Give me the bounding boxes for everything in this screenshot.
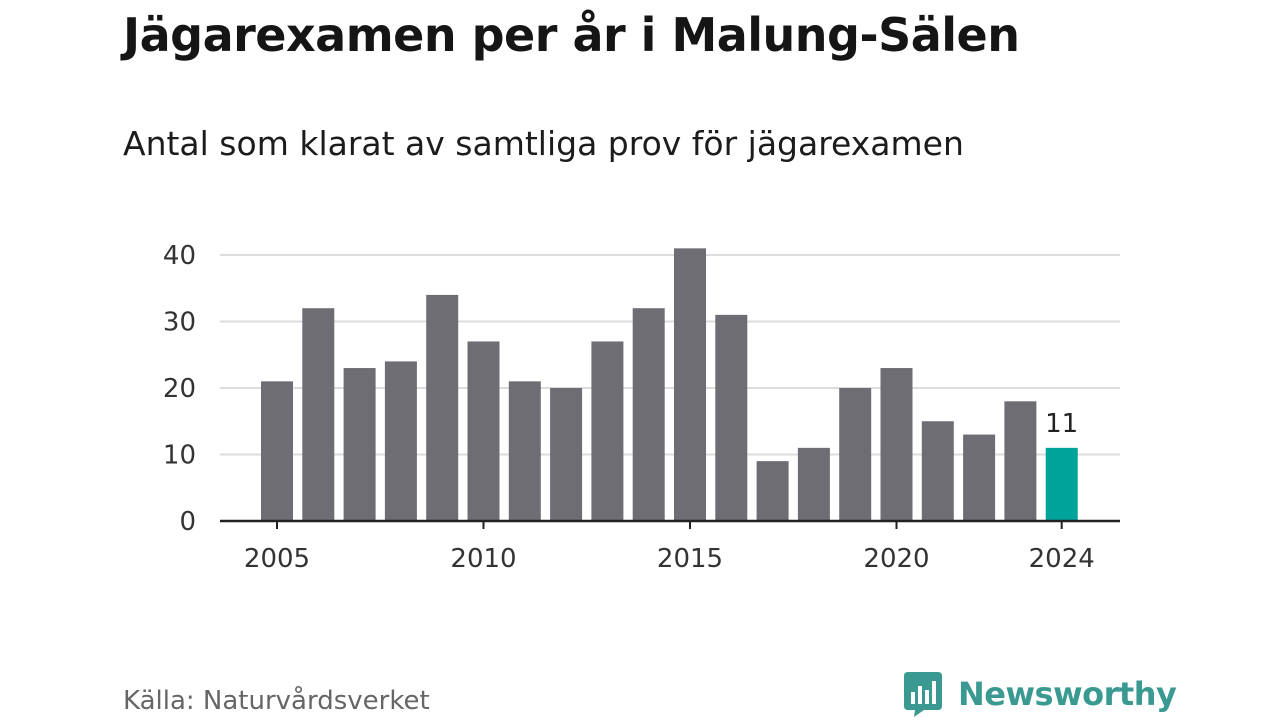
bar-2013 — [591, 341, 624, 521]
bar-chart: 0 10 20 30 40 2005 2010 2015 2020 2024 11 — [163, 241, 1120, 574]
bar-2024 — [1045, 447, 1078, 521]
bar-chart-speech-bubble-icon — [904, 672, 942, 717]
bar-2008 — [384, 361, 417, 521]
bar-2017 — [756, 461, 789, 521]
y-tick-label: 30 — [163, 308, 196, 338]
brand-logo: Newsworthy — [902, 670, 1177, 718]
brand-name: Newsworthy — [958, 675, 1177, 713]
bar-2018 — [797, 447, 830, 521]
x-axis-ticks: 2005 2010 2015 2020 2024 — [244, 521, 1095, 574]
x-tick-label: 2005 — [244, 544, 310, 574]
data-label-2024: 11 — [1045, 409, 1078, 439]
bar-2021 — [921, 421, 954, 521]
bar-2020 — [880, 368, 913, 521]
data-labels: 11 — [1045, 409, 1078, 439]
y-tick-label: 40 — [163, 241, 196, 271]
x-tick-label: 2010 — [450, 544, 516, 574]
bar-2015 — [674, 248, 706, 521]
bar-2023 — [1004, 401, 1037, 521]
bar-2010 — [467, 341, 500, 521]
bar-2022 — [963, 434, 996, 521]
chart-title: Jägarexamen per år i Malung-Sälen — [123, 8, 1020, 62]
bar-2016 — [715, 314, 748, 521]
bar-2019 — [839, 388, 872, 521]
x-tick-label: 2020 — [863, 544, 929, 574]
y-tick-label: 20 — [163, 374, 196, 404]
bar-2011 — [508, 381, 541, 521]
x-tick-label: 2015 — [657, 544, 723, 574]
chart-subtitle: Antal som klarat av samtliga prov för jä… — [123, 124, 964, 163]
bar-2009 — [426, 294, 459, 521]
x-tick-label: 2024 — [1029, 544, 1095, 574]
source-note: Källa: Naturvårdsverket — [123, 686, 430, 716]
y-axis-ticks: 0 10 20 30 40 — [163, 241, 196, 537]
bar-2007 — [343, 368, 376, 521]
bar-2012 — [550, 388, 583, 521]
bar-2014 — [632, 308, 665, 521]
y-tick-label: 0 — [179, 507, 196, 537]
bar-2006 — [302, 308, 335, 521]
bars — [261, 248, 1078, 521]
y-tick-label: 10 — [163, 441, 196, 471]
bar-2005 — [261, 381, 293, 521]
